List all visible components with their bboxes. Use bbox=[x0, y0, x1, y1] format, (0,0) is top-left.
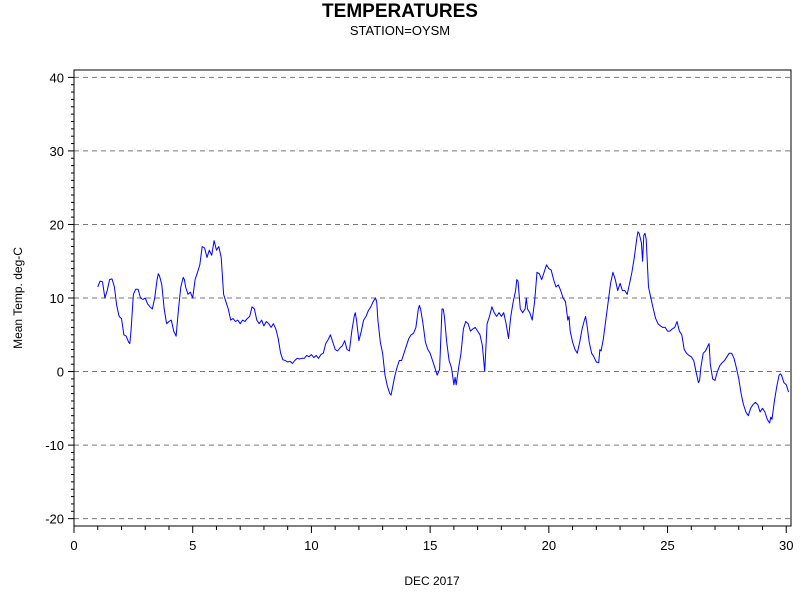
y-tick-label: 0 bbox=[57, 365, 64, 380]
y-tick-label: 10 bbox=[50, 291, 64, 306]
y-tick-label: -20 bbox=[45, 512, 64, 527]
chart-title: TEMPERATURES bbox=[322, 1, 478, 22]
y-axis-label: Mean Temp. deg-C bbox=[11, 247, 25, 349]
x-tick-label: 30 bbox=[779, 538, 793, 553]
y-axis: -20 -10 0 10 20 30 40 bbox=[45, 70, 74, 527]
plot-frame bbox=[73, 69, 792, 527]
y-tick-label: 40 bbox=[50, 70, 64, 85]
x-tick-label: 0 bbox=[70, 538, 77, 553]
y-tick-label: -10 bbox=[45, 438, 64, 453]
x-tick-label: 25 bbox=[660, 538, 674, 553]
x-tick-label: 10 bbox=[304, 538, 318, 553]
series-line bbox=[97, 231, 790, 424]
x-tick-label: 15 bbox=[423, 538, 437, 553]
grid-lines bbox=[74, 76, 791, 520]
x-tick-label: 20 bbox=[542, 538, 556, 553]
x-axis-label: DEC 2017 bbox=[404, 574, 460, 588]
x-tick-label: 5 bbox=[189, 538, 196, 553]
series-layer bbox=[97, 231, 790, 424]
y-tick-label: 20 bbox=[50, 217, 64, 232]
chart-subtitle: STATION=OYSM bbox=[349, 23, 451, 38]
y-tick-label: 30 bbox=[50, 144, 64, 159]
x-axis: 0 5 10 15 20 25 30 bbox=[70, 526, 793, 553]
